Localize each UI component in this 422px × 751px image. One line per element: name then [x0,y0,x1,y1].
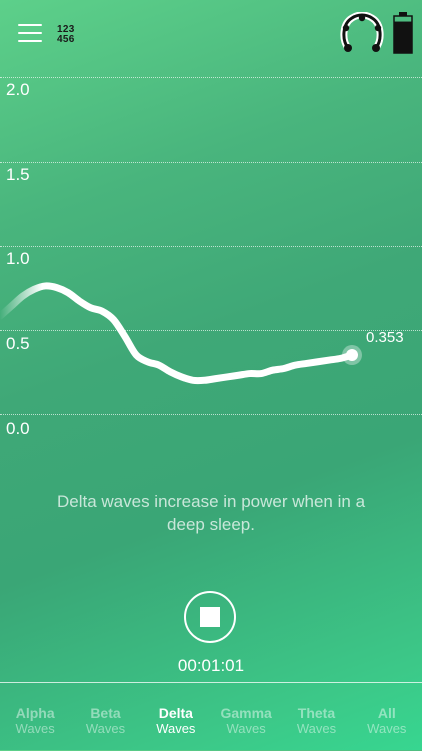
tab-sublabel: Waves [226,721,266,736]
delta-wave-line [0,282,356,385]
tab-label: Theta [297,705,336,721]
y-tick-label: 1.0 [6,249,30,268]
tab-label: Delta [158,705,193,721]
wave-description: Delta waves increase in power when in a … [56,492,366,534]
stop-icon [200,607,220,627]
numeric-display-button[interactable]: 123 456 [57,25,75,45]
tab-label: All [377,705,396,721]
headset-sensor-icon[interactable] [340,12,384,56]
tab-label: Gamma [220,705,272,721]
y-tick-label: 1.5 [6,165,30,184]
wave-line-plot [0,282,362,385]
numpad-line-2: 456 [57,34,75,45]
hamburger-menu-icon[interactable] [18,24,42,44]
tab-label: Beta [90,705,121,721]
grid-line [0,246,422,247]
stop-button[interactable] [184,591,236,643]
y-tick-label: 0.0 [6,419,30,438]
tab-sublabel: Waves [296,721,337,736]
grid-line [0,162,422,163]
battery-icon [393,12,413,54]
top-bar: 123 456 [0,0,422,70]
grid-line [0,414,422,415]
tab-sublabel: Waves [156,721,196,736]
current-value-label: 0.353 [366,329,404,346]
tab-beta-waves[interactable]: Beta Waves [70,683,140,751]
tab-bar: Alpha Waves Beta Waves Delta Waves Gamma… [0,682,422,751]
battery-fill [394,21,412,53]
current-point-marker [346,349,358,362]
session-timer: 00:01:01 [177,656,245,675]
tab-sublabel: Waves [367,721,407,736]
y-tick-label: 2.0 [6,80,30,99]
tab-all-waves[interactable]: All Waves [352,683,422,751]
tab-sublabel: Waves [85,721,126,736]
wave-chart: 2.0 1.5 1.0 0.5 0.0 0.353 [0,70,422,438]
numpad-line-1: 123 [57,24,75,35]
tab-theta-waves[interactable]: Theta Waves [281,683,351,751]
tab-delta-waves[interactable]: Delta Waves [141,683,211,751]
grid-line [0,77,422,78]
tab-alpha-waves[interactable]: Alpha Waves [0,683,70,751]
tab-label: Alpha [15,705,55,721]
tab-sublabel: Waves [15,721,55,736]
y-tick-label: 0.5 [6,334,30,353]
grid-line [0,330,422,331]
tab-gamma-waves[interactable]: Gamma Waves [211,683,281,751]
